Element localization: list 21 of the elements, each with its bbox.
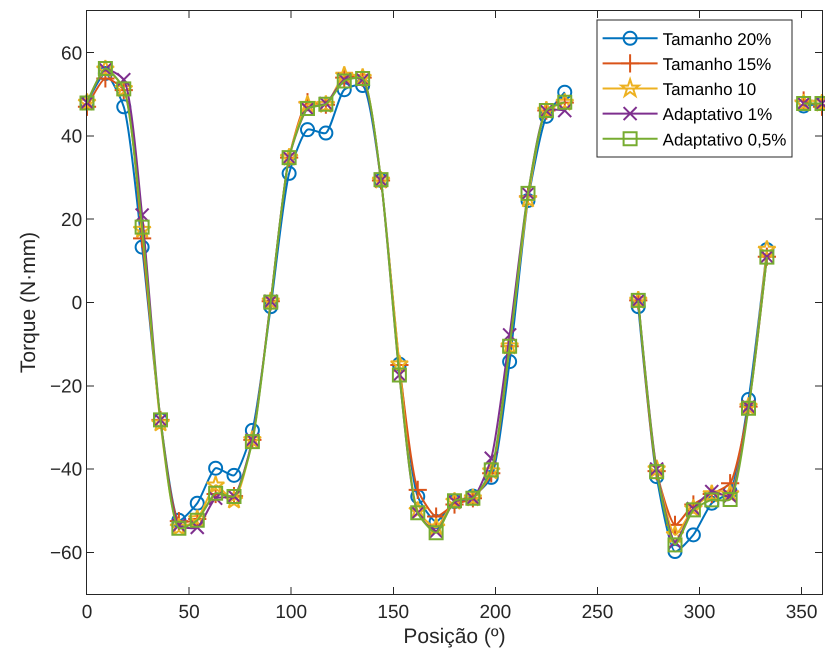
y-tick-label: 20: [61, 210, 82, 231]
x-tick-label: 300: [684, 602, 716, 623]
x-tick-label: 100: [275, 602, 308, 623]
legend-label: Tamanho 10: [662, 80, 756, 100]
x-tick-label: 350: [786, 602, 818, 623]
y-tick-label: −60: [50, 543, 82, 564]
y-axis-title: Torque (N·mm): [17, 232, 40, 374]
x-tick-label: 200: [479, 602, 512, 623]
legend-label: Tamanho 15%: [662, 55, 772, 74]
y-tick-label: −40: [50, 460, 82, 481]
legend-label: Adaptativo 1%: [662, 105, 772, 124]
legend-label: Adaptativo 0,5%: [662, 130, 786, 150]
x-tick-label: 50: [178, 602, 200, 623]
x-tick-label: 150: [377, 602, 410, 623]
y-tick-label: 0: [72, 293, 82, 314]
y-tick-label: 60: [61, 43, 82, 64]
y-tick-label: −20: [50, 376, 82, 398]
y-tick-label: 40: [61, 126, 82, 148]
x-axis-title: Posição (º): [403, 625, 506, 648]
legend-label: Tamanho 20%: [662, 30, 772, 49]
x-tick-label: 250: [582, 602, 614, 623]
